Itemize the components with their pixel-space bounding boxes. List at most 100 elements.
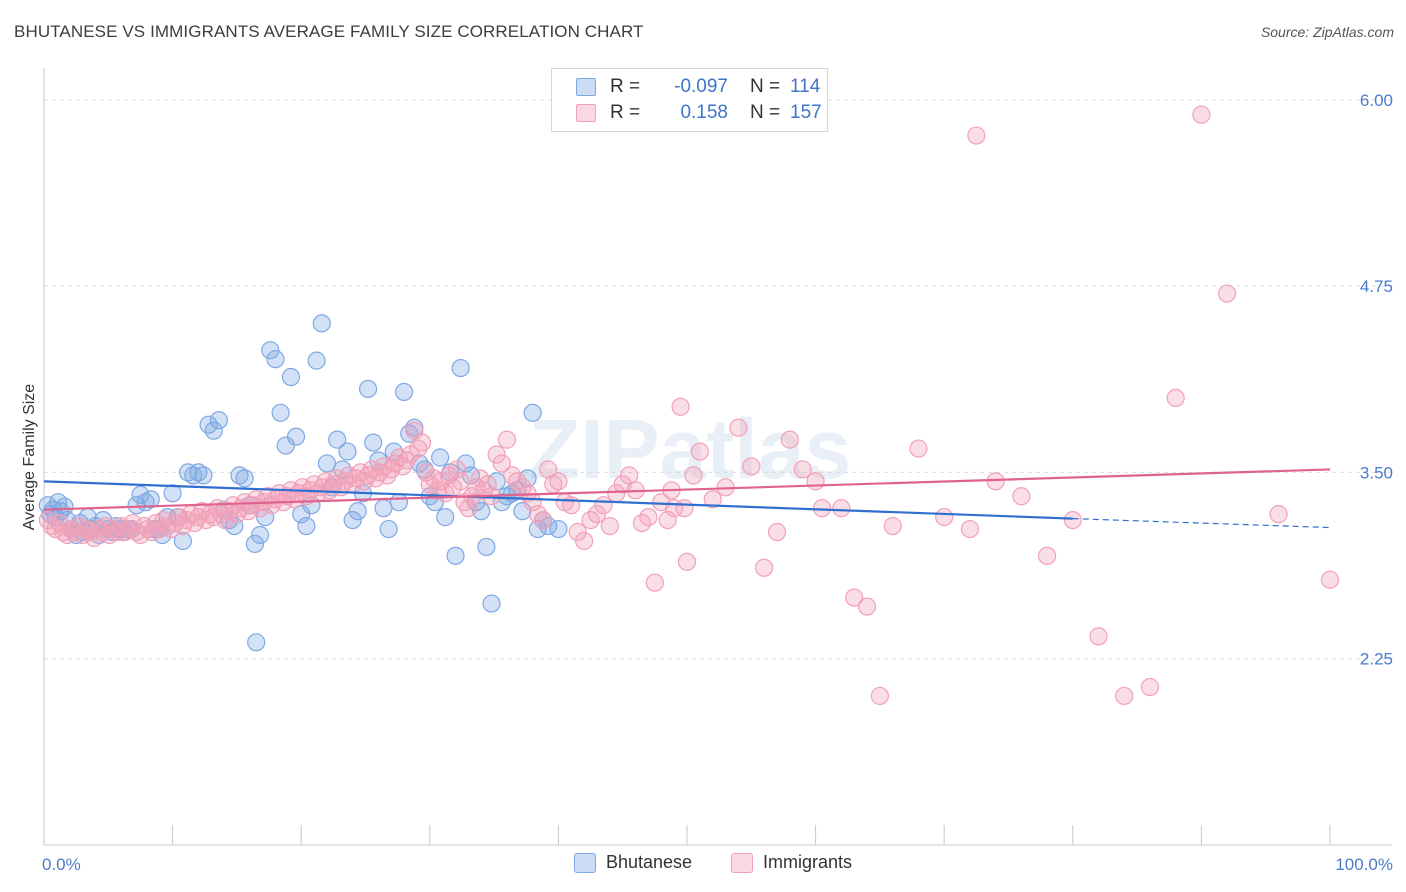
source-credit: Source: ZipAtlas.com [1260,24,1394,40]
data-point [194,466,213,485]
data-point [518,469,537,488]
data-point [513,478,532,497]
legend-n-label: N = [750,76,781,97]
data-point [379,519,398,539]
y-tick-label: 6.00 [1360,91,1393,110]
data-point [1320,570,1340,589]
data-point [806,472,825,491]
legend-item-bhutanese[interactable]: Bhutanese [574,852,692,873]
data-point [960,519,980,539]
legend-r-value: 0.158 [680,102,728,123]
correlation-legend: R = -0.097 N = 114 R = 0.158 N = 157 [551,68,828,132]
data-point [1269,505,1288,524]
data-point [189,463,208,482]
data-point [1089,627,1108,646]
data-point [508,472,527,491]
legend-n-label: N = [750,102,781,123]
y-tick-label: 3.50 [1360,463,1393,482]
data-point [178,463,198,482]
legend-swatch-bhutanese [574,852,596,873]
data-point [456,454,475,473]
data-point [286,427,306,446]
data-point [250,525,270,545]
data-point [216,510,235,530]
data-point [575,531,594,551]
data-point [492,454,511,473]
legend-label-bhutanese: Bhutanese [606,852,693,872]
series-immigrants-points [38,105,1340,706]
legend-r-value: -0.097 [674,76,728,97]
data-point [639,508,658,527]
data-point [261,341,280,360]
data-point [266,350,285,369]
data-point [328,430,347,449]
data-point [247,633,266,652]
data-point [230,466,249,485]
data-point [1140,677,1160,697]
data-point [199,415,218,434]
data-point [967,126,986,145]
data-point [430,448,450,467]
data-point [812,499,832,518]
data-point [857,597,877,616]
data-point [909,439,928,458]
data-point [312,314,331,333]
data-point [374,499,393,518]
data-point [671,397,690,416]
data-point [163,484,182,503]
legend-item-immigrants[interactable]: Immigrants [731,852,852,873]
trend-line [43,468,1331,511]
data-point [358,379,378,399]
axis-labels: 2.25 3.50 4.75 6.00 0.0% 100.0% Average Family… [21,91,1393,874]
data-point [271,403,290,422]
data-point [245,534,265,554]
data-point [451,358,470,378]
data-point [594,496,613,515]
data-point [767,522,787,542]
data-point [1063,510,1082,530]
data-point [528,519,547,539]
data-point [451,472,470,491]
data-point [281,367,301,387]
data-point [141,490,160,509]
data-point [412,433,432,452]
grid-lines [44,99,1392,660]
y-tick-label: 4.75 [1360,277,1393,296]
data-point [478,475,497,494]
data-point [684,466,703,485]
trend-lines [43,468,1331,529]
data-point [513,502,532,521]
data-point [568,522,587,542]
legend-n-value: 157 [790,102,822,123]
data-point [729,418,748,437]
data-point [1218,284,1237,303]
data-point [845,588,864,607]
data-point [549,519,568,539]
data-point [1192,105,1211,124]
data-point [276,436,295,455]
data-point [338,442,357,461]
data-point [209,411,228,430]
data-point [204,421,223,440]
series-legend: Bhutanese Immigrants [0,852,1406,876]
data-point [55,497,74,516]
data-point [503,466,522,485]
data-point [870,686,890,706]
data-point [497,430,517,449]
legend-r-label: R = [610,102,641,123]
data-point [528,505,547,524]
x-tick-label-start: 0.0% [42,855,81,874]
data-point [348,502,367,521]
data-point [487,445,506,464]
data-point [400,424,419,443]
legend-swatch-immigrants [731,852,753,873]
data-point [703,490,722,509]
data-point [1166,388,1185,407]
data-point [883,516,902,536]
data-point [297,516,316,536]
data-point [793,460,812,479]
data-point [447,460,466,479]
data-point [343,510,362,530]
data-point [986,472,1005,491]
